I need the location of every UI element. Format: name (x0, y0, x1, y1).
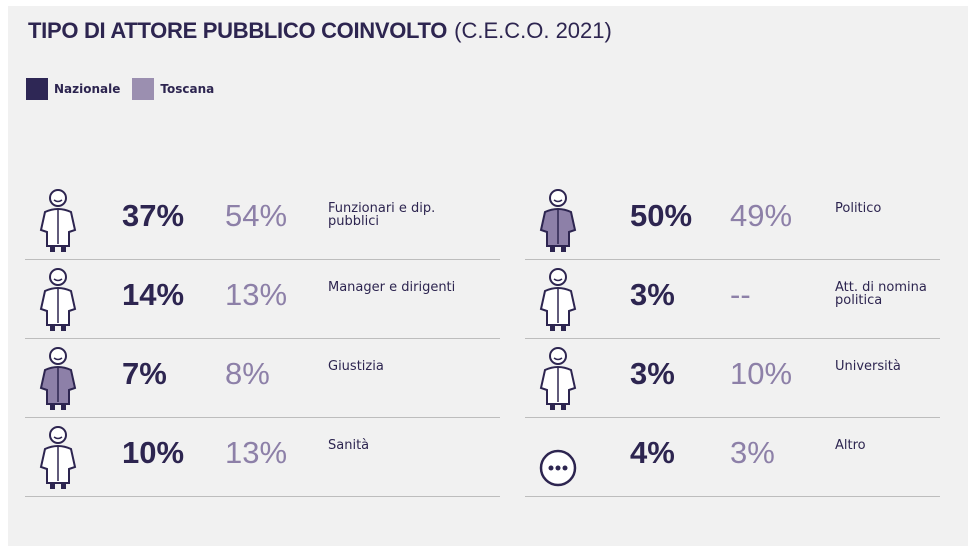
icon (39, 268, 77, 331)
subtitle: (C.E.C.O. 2021) (454, 18, 612, 43)
nazionale-value: 14% (122, 277, 185, 312)
item-row: 10% 13% Sanità (25, 419, 500, 497)
toscana-value: 3% (730, 435, 775, 470)
legend: Nazionale Toscana (26, 78, 226, 100)
legend-swatch (132, 78, 155, 100)
toscana-value: 49% (730, 198, 793, 233)
title-main: TIPO DI ATTORE PUBBLICO COINVOLTO (28, 18, 448, 43)
nazionale-value: 50% (630, 198, 693, 233)
item-label: Politico (835, 201, 882, 216)
icon (539, 347, 577, 410)
item-label: Att. di nomina politica (835, 280, 927, 308)
nazionale-value: 7% (122, 356, 167, 391)
icon (539, 268, 577, 331)
item-row: 4% 3% Altro (525, 419, 940, 497)
item-row: 14% 13% Manager e dirigenti (25, 261, 500, 339)
item-label: Funzionari e dip. pubblici (328, 201, 436, 229)
nazionale-value: 10% (122, 435, 185, 470)
toscana-value: -- (730, 277, 751, 312)
icon (539, 449, 577, 487)
item-row: 3% -- Att. di nomina politica (525, 261, 940, 339)
separator (525, 417, 940, 418)
item-label: Manager e dirigenti (328, 280, 456, 295)
separator (25, 417, 500, 418)
item-label: Giustizia (328, 359, 384, 374)
separator (525, 259, 940, 260)
item-row: 3% 10% Università (525, 340, 940, 418)
item-label: Sanità (328, 438, 370, 453)
separator (25, 259, 500, 260)
item-label: Altro (835, 438, 866, 453)
nazionale-value: 37% (122, 198, 185, 233)
separator (25, 338, 500, 339)
nazionale-value: 3% (630, 356, 675, 391)
panel: TIPO DI ATTORE PUBBLICO COINVOLTO (C.E.C… (8, 6, 968, 546)
separator (525, 496, 940, 497)
separator (525, 338, 940, 339)
item-row: 7% 8% Giustizia (25, 340, 500, 418)
nazionale-value: 3% (630, 277, 675, 312)
toscana-value: 54% (225, 198, 288, 233)
icon (39, 426, 77, 489)
icon (539, 189, 577, 252)
nazionale-value: 4% (630, 435, 675, 470)
icon (39, 189, 77, 252)
icon (39, 347, 77, 410)
title: TIPO DI ATTORE PUBBLICO COINVOLTO (C.E.C… (28, 18, 612, 44)
toscana-value: 8% (225, 356, 270, 391)
separator (25, 496, 500, 497)
legend-swatch (26, 78, 48, 100)
legend-label: Toscana (160, 82, 215, 96)
item-row: 37% 54% Funzionari e dip. pubblici (25, 182, 500, 260)
toscana-value: 13% (225, 277, 288, 312)
toscana-value: 13% (225, 435, 288, 470)
item-row: 50% 49% Politico (525, 182, 940, 260)
legend-label: Nazionale (54, 82, 121, 96)
item-label: Università (835, 359, 901, 374)
toscana-value: 10% (730, 356, 793, 391)
